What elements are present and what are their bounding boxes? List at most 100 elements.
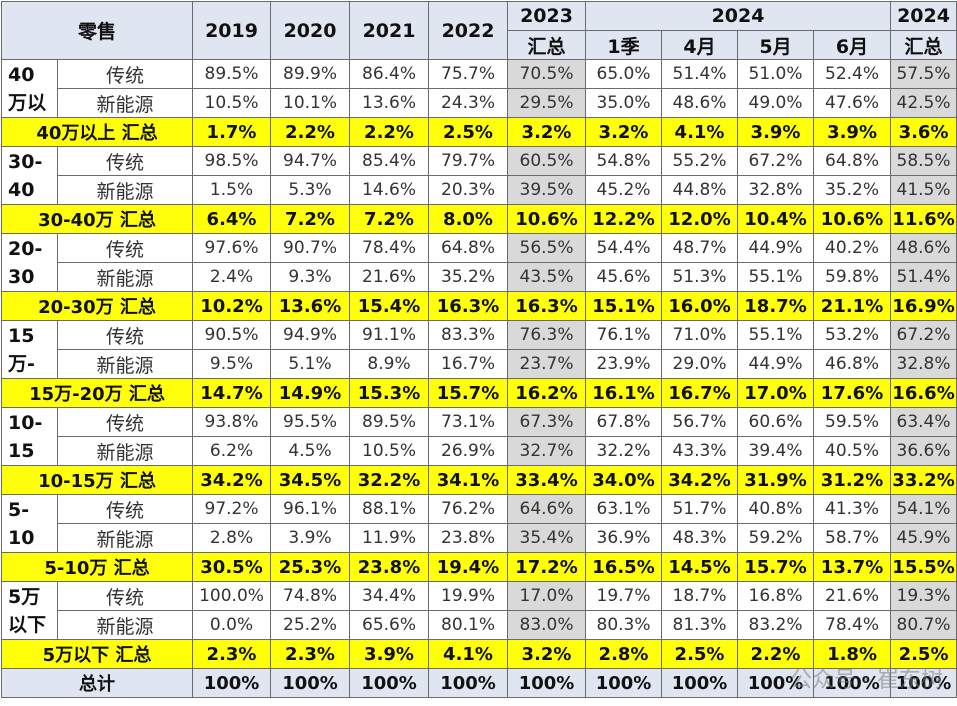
summary-cell: 31.9% [737,465,815,495]
table-cell: 91.1% [349,320,430,350]
table-row: 30- 40 传统 98.5% 94.7% 85.4% 79.7% 60.5% 54.8% 55… [1,146,957,205]
table-cell: 64.8% [428,233,509,263]
table-cell: 23.8% [428,523,509,553]
table-cell: 41.5% [890,175,957,205]
table-cell: 20.3% [428,175,509,205]
table-cell: 17.0% [507,581,587,611]
table-cell: 45.6% [585,262,663,292]
table-cell: 70.5% [507,59,587,89]
summary-row: 10-15万 汇总 34.2% 34.5% 32.2% 34.1% 33.4% 34.0% 3… [0,465,957,495]
table-cell: 63.1% [585,494,663,524]
summary-cell: 1.8% [813,639,892,669]
table-cell: 29.0% [661,349,739,379]
summary-cell: 17.2% [507,552,587,582]
powertrain-label: 传统 [56,494,194,524]
summary-row: 15万-20万 汇总 14.7% 14.9% 15.3% 15.7% 16.2% 16.1%… [0,378,957,408]
summary-cell: 15.5% [890,552,957,582]
summary-cell: 2.8% [585,639,663,669]
summary-cell: 16.9% [890,291,957,321]
table-cell: 59.2% [737,523,815,553]
summary-cell: 33.4% [507,465,587,495]
table-cell: 57.5% [890,59,957,89]
powertrain-label: 新能源 [56,175,194,205]
table-cell: 89.5% [349,407,430,437]
summary-cell: 3.2% [507,117,587,147]
summary-cell: 2.5% [890,639,957,669]
table-cell: 40.2% [813,233,892,263]
total-cell: 100% [270,668,351,698]
table-cell: 18.7% [661,581,739,611]
summary-row: 30-40万 汇总 6.4% 7.2% 7.2% 8.0% 10.6% 12.2% 12.0%… [0,204,957,234]
table-cell: 96.1% [270,494,351,524]
table-cell: 41.3% [813,494,892,524]
total-cell: 100% [737,668,815,698]
table-cell: 58.7% [813,523,892,553]
table-cell: 55.1% [737,320,815,350]
powertrain-label: 新能源 [56,610,194,640]
powertrain-label: 传统 [56,59,194,89]
summary-cell: 14.7% [192,378,272,408]
powertrain-label: 新能源 [56,262,194,292]
table-cell: 36.6% [890,436,957,466]
table-cell: 25.2% [270,610,351,640]
table-cell: 19.3% [890,581,957,611]
segment-label: 5万 以下 [1,581,58,640]
table-cell: 93.8% [192,407,272,437]
summary-cell: 16.0% [661,291,739,321]
table-cell: 6.2% [192,436,272,466]
table-cell: 80.7% [890,610,957,640]
summary-cell: 2.2% [349,117,430,147]
table-cell: 8.9% [349,349,430,379]
table-cell: 26.9% [428,436,509,466]
table-cell: 10.5% [349,436,430,466]
summary-cell: 16.2% [507,378,587,408]
summary-cell: 15.7% [737,552,815,582]
table-cell: 29.5% [507,88,587,118]
summary-cell: 3.9% [349,639,430,669]
total-cell: 100% [890,668,957,698]
table-cell: 10.1% [270,88,351,118]
summary-cell: 16.1% [585,378,663,408]
table-cell: 1.5% [192,175,272,205]
table-cell: 2.4% [192,262,272,292]
table-cell: 46.8% [813,349,892,379]
summary-label: 10-15万 汇总 [0,465,194,495]
summary-label: 5-10万 汇总 [0,552,194,582]
table-cell: 48.3% [661,523,739,553]
table-cell: 0.0% [192,610,272,640]
powertrain-label: 传统 [56,581,194,611]
summary-cell: 8.0% [428,204,509,234]
table-cell: 59.8% [813,262,892,292]
table-row: 新能源 6.2% 4.5% 10.5% 26.9% 32.7% 32.2% 43.3% 39.4… [2,436,957,466]
year-header-2023: 2023 [507,1,587,31]
total-cell: 100% [585,668,663,698]
summary-cell: 17.6% [813,378,892,408]
total-row: 总计 100% 100% 100% 100% 100% 100% 100% 100% 100% 10… [0,668,957,698]
table-cell: 85.4% [349,146,430,176]
table-cell: 89.5% [192,59,272,89]
powertrain-label: 传统 [56,146,194,176]
year-header-2021: 2021 [349,1,430,60]
table-cell: 65.0% [585,59,663,89]
table-cell: 67.3% [507,407,587,437]
table-cell: 81.3% [661,610,739,640]
segment-label: 30- 40 [1,146,58,205]
table-cell: 88.1% [349,494,430,524]
table-cell: 94.9% [270,320,351,350]
table-cell: 35.0% [585,88,663,118]
summary-cell: 4.1% [661,117,739,147]
table-cell: 54.1% [890,494,957,524]
table-cell: 58.5% [890,146,957,176]
table-cell: 86.4% [349,59,430,89]
table-cell: 10.5% [192,88,272,118]
table-cell: 65.6% [349,610,430,640]
segment-label: 10- 15 [1,407,58,466]
table-cell: 32.7% [507,436,587,466]
summary-label: 30-40万 汇总 [0,204,194,234]
total-cell: 100% [507,668,587,698]
table-cell: 48.7% [661,233,739,263]
table-row: 15 万- 传统 90.5% 94.9% 91.1% 83.3% 76.3% 76.1% 71.… [1,320,957,379]
table-cell: 23.7% [507,349,587,379]
table-cell: 16.8% [737,581,815,611]
table-cell: 83.3% [428,320,509,350]
